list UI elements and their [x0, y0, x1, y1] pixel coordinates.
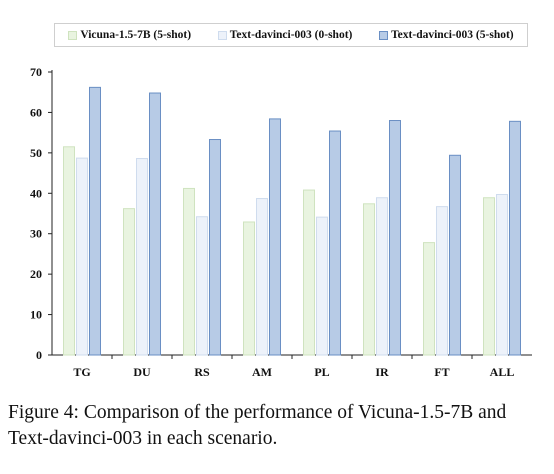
y-tick-label: 60: [30, 105, 42, 119]
x-tick-label: DU: [133, 365, 151, 379]
bar: [436, 206, 448, 356]
legend-item-vicuna-5shot: Vicuna-1.5-7B (5-shot): [68, 29, 191, 41]
bar: [483, 197, 495, 356]
bar: [423, 242, 435, 356]
bar: [509, 120, 521, 356]
bar: [183, 187, 195, 356]
x-tick-label: PL: [314, 365, 329, 379]
chart-ticks: 0 10 20 30 40 50 60 70 TG DU RS AM PL IR FT ALL: [30, 65, 514, 379]
bar: [303, 189, 315, 356]
y-tick-label: 20: [30, 267, 42, 281]
x-tick-label: RS: [194, 365, 210, 379]
y-tick-label: 70: [30, 65, 42, 79]
bar: [76, 157, 88, 356]
bar: [376, 197, 388, 356]
bar: [363, 203, 375, 356]
legend-label-vicuna-5shot: Vicuna-1.5-7B (5-shot): [80, 29, 192, 41]
x-tick-label: FT: [434, 365, 449, 379]
bar: [136, 158, 148, 356]
y-tick-label: 0: [36, 348, 42, 362]
bar: [243, 221, 255, 356]
bar: [196, 216, 208, 356]
bar-chart: 0 10 20 30 40 50 60 70 TG DU RS AM PL IR FT ALL: [30, 65, 532, 379]
bar: [89, 86, 101, 356]
bar: [496, 193, 508, 356]
y-tick-label: 30: [30, 227, 42, 241]
bar: [149, 92, 161, 356]
y-tick-label: 50: [30, 146, 42, 160]
legend: Vicuna-1.5-7B (5-shot) Text-davinci-003 …: [54, 23, 528, 47]
legend-item-davinci-0shot: Text-davinci-003 (0-shot): [217, 29, 353, 41]
y-tick-label: 10: [30, 308, 42, 322]
bar: [209, 139, 221, 356]
bar: [63, 146, 75, 356]
y-tick-label: 40: [30, 186, 42, 200]
x-tick-label: AM: [252, 365, 272, 379]
chart-bars: [63, 86, 521, 356]
bar: [269, 118, 281, 356]
legend-swatch-davinci-5shot: [379, 30, 389, 40]
legend-swatch-davinci-0shot: [217, 30, 227, 40]
x-tick-label: TG: [73, 365, 90, 379]
legend-label-davinci-0shot: Text-davinci-003 (0-shot): [229, 29, 353, 41]
legend-swatch-vicuna-5shot: [68, 30, 78, 40]
bar: [316, 216, 328, 356]
bar: [329, 130, 341, 356]
x-tick-label: ALL: [490, 365, 515, 379]
figure-caption: Figure 4: Comparison of the performance …: [8, 402, 507, 449]
bar: [389, 120, 401, 356]
legend-label-davinci-5shot: Text-davinci-003 (5-shot): [391, 29, 514, 41]
bar: [449, 154, 461, 356]
bar: [256, 198, 268, 356]
bar: [123, 208, 135, 356]
x-tick-label: IR: [375, 365, 389, 379]
legend-item-davinci-5shot: Text-davinci-003 (5-shot): [379, 29, 514, 41]
